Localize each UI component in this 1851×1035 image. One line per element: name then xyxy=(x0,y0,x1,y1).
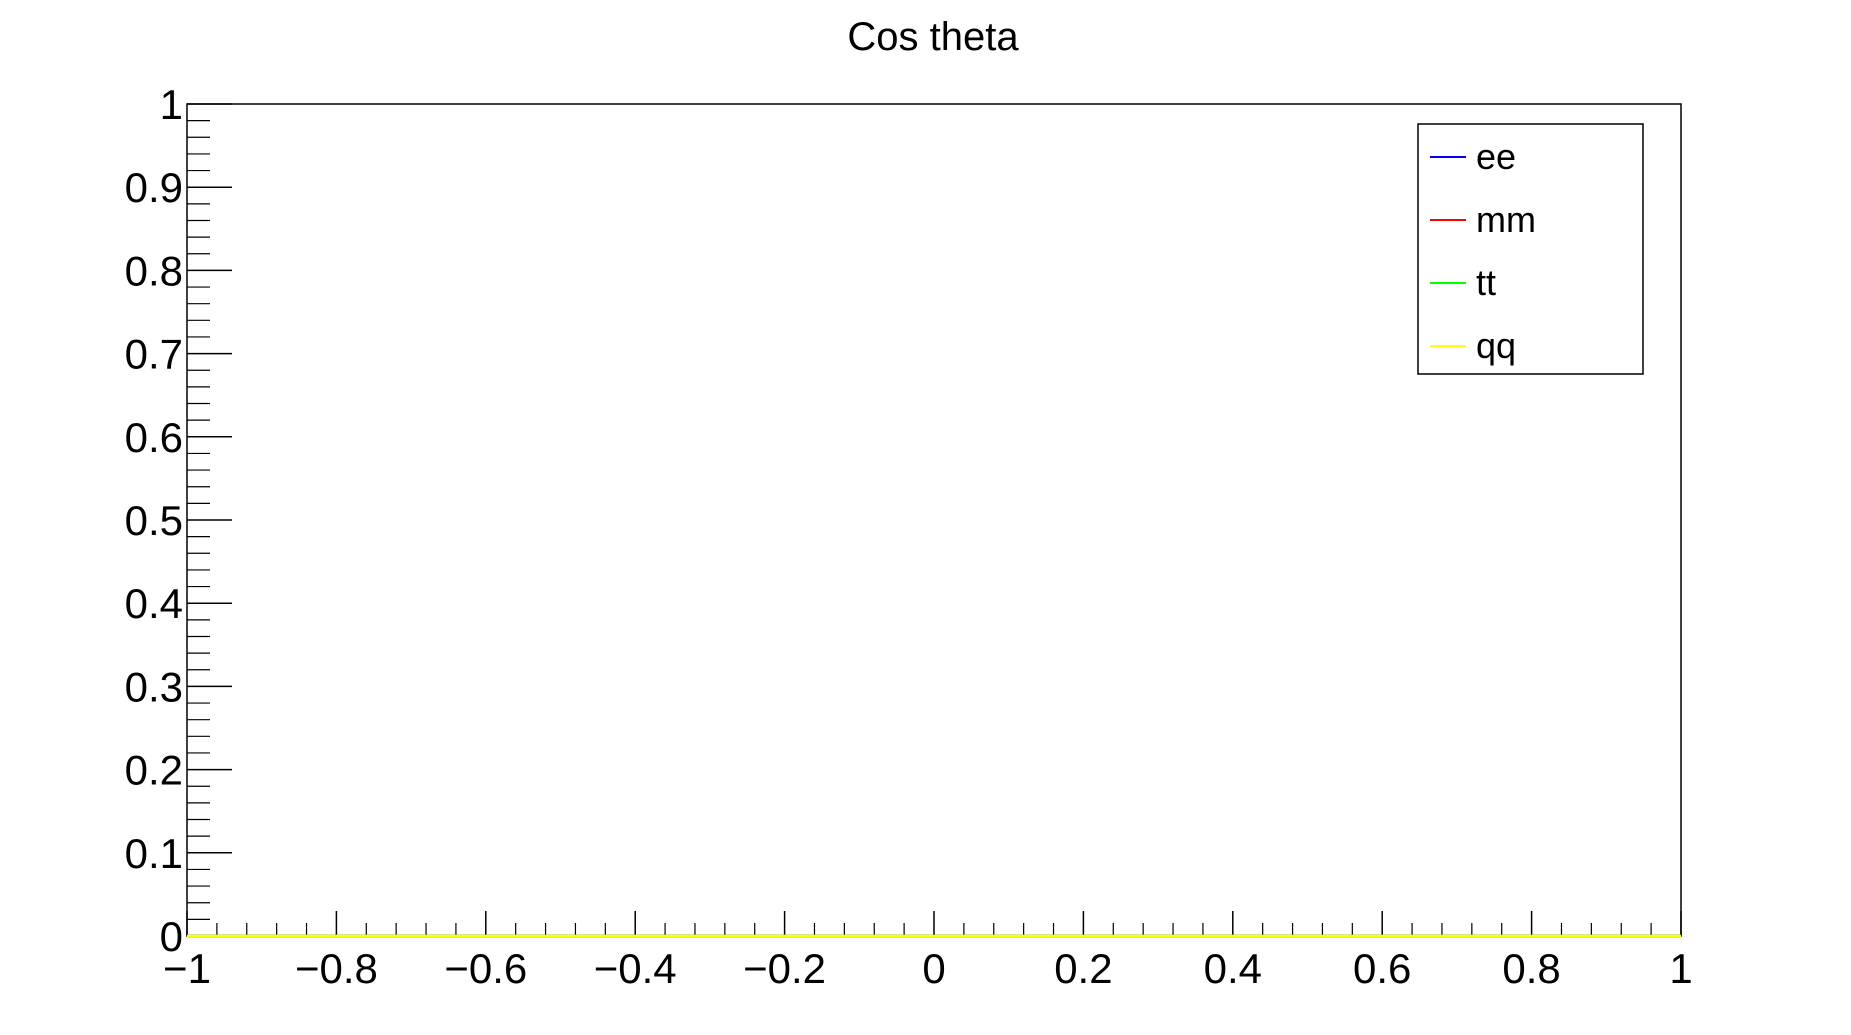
x-tick-label: −1 xyxy=(163,945,211,992)
y-tick-label: 0.3 xyxy=(125,663,183,710)
x-axis-ticks xyxy=(186,911,1682,936)
y-axis-tick-labels: 0 0.1 0.2 0.3 0.4 0.5 0.6 0.7 0.8 0.9 1 xyxy=(125,81,183,960)
x-tick-label: 0.6 xyxy=(1353,945,1411,992)
y-tick-label: 0.9 xyxy=(125,164,183,211)
legend-label-qq: qq xyxy=(1476,325,1516,366)
x-tick-label: 1 xyxy=(1669,945,1692,992)
y-tick-label: 0.5 xyxy=(125,497,183,544)
x-tick-label: −0.2 xyxy=(743,945,826,992)
x-tick-label: 0 xyxy=(922,945,945,992)
x-tick-label: −0.6 xyxy=(444,945,527,992)
legend: ee mm tt qq xyxy=(1417,123,1644,375)
y-tick-label: 0.8 xyxy=(125,247,183,294)
legend-label-ee: ee xyxy=(1476,136,1516,177)
x-tick-label: 0.2 xyxy=(1054,945,1112,992)
x-axis-tick-labels: −1 −0.8 −0.6 −0.4 −0.2 0 0.2 0.4 0.6 0.8 1 xyxy=(163,945,1693,992)
y-tick-label: 0 xyxy=(160,913,183,960)
legend-box xyxy=(1417,123,1644,375)
x-tick-label: 0.4 xyxy=(1204,945,1262,992)
x-tick-label: −0.8 xyxy=(295,945,378,992)
y-tick-label: 0.2 xyxy=(125,747,183,794)
y-tick-label: 1 xyxy=(160,81,183,128)
chart-title: Cos theta xyxy=(847,15,1019,59)
x-tick-label: −0.4 xyxy=(594,945,677,992)
y-tick-label: 0.1 xyxy=(125,830,183,877)
legend-label-tt: tt xyxy=(1476,262,1496,303)
y-tick-label: 0.6 xyxy=(125,414,183,461)
x-tick-label: 0.8 xyxy=(1502,945,1560,992)
legend-label-mm: mm xyxy=(1476,199,1536,240)
y-axis-ticks xyxy=(187,103,232,937)
y-tick-label: 0.7 xyxy=(125,331,183,378)
y-tick-label: 0.4 xyxy=(125,580,183,627)
